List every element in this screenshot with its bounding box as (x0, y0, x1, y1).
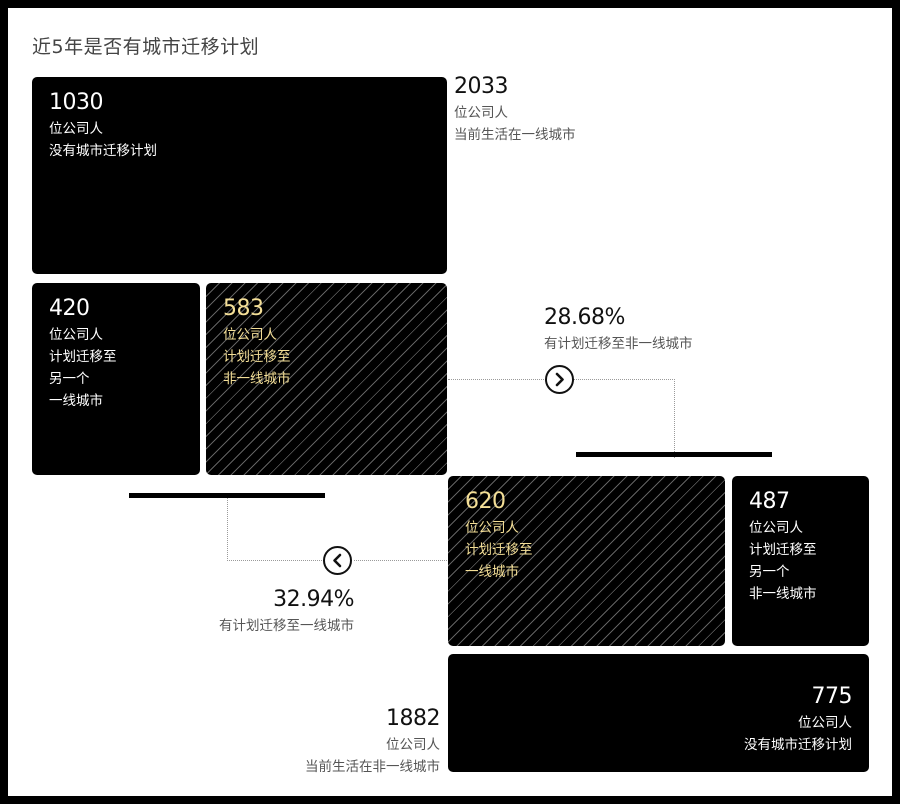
top-to-non-tier1-desc-2: 非一线城市 (223, 371, 291, 387)
bottom-no-plan-unit: 位公司人 (798, 715, 852, 731)
top-total-label: 2033 位公司人 当前生活在一线城市 (454, 74, 576, 146)
infographic-frame: 近5年是否有城市迁移计划 1030 位公司人 没有城市迁移计划 2033 位公司… (8, 8, 892, 796)
bottom-total-unit: 位公司人 (386, 737, 440, 753)
top-to-other-tier1-value: 420 (49, 296, 90, 321)
top-no-plan-value: 1030 (49, 90, 104, 115)
top-group-bar (129, 493, 325, 498)
chart-title: 近5年是否有城市迁移计划 (32, 36, 260, 58)
bottom-total-value: 1882 (386, 706, 441, 731)
top-to-non-tier1-value: 583 (223, 296, 264, 321)
top-no-plan-unit: 位公司人 (49, 121, 103, 137)
chevron-left-circle-icon (323, 546, 352, 575)
bottom-to-other-non-tier1-desc-3: 非一线城市 (749, 586, 817, 602)
bottom-no-plan-value: 775 (811, 684, 853, 709)
bottom-percent-label: 32.94% 有计划迁移至一线城市 (219, 587, 355, 637)
top-total-unit: 位公司人 (454, 105, 508, 121)
connector-line (448, 379, 544, 380)
top-to-other-tier1-desc-2: 另一个 (49, 371, 90, 387)
top-no-plan-desc: 没有城市迁移计划 (49, 143, 157, 159)
top-percent-value: 28.68% (544, 305, 625, 330)
bottom-group-bar (576, 452, 772, 457)
top-to-other-tier1-desc-3: 一线城市 (49, 393, 103, 409)
top-to-non-tier1-box: 583 位公司人 计划迁移至 非一线城市 (206, 283, 447, 475)
top-to-non-tier1-desc-1: 计划迁移至 (223, 349, 291, 365)
top-percent-label: 28.68% 有计划迁移至非一线城市 (544, 305, 693, 355)
bottom-to-other-non-tier1-desc-2: 另一个 (749, 564, 790, 580)
bottom-to-other-non-tier1-value: 487 (749, 489, 790, 514)
bottom-to-tier1-desc-1: 计划迁移至 (465, 542, 533, 558)
chevron-right-circle-icon (545, 365, 574, 394)
top-total-desc: 当前生活在一线城市 (454, 127, 576, 143)
bottom-to-other-non-tier1-desc-1: 计划迁移至 (749, 542, 817, 558)
top-to-other-tier1-box: 420 位公司人 计划迁移至 另一个 一线城市 (32, 283, 200, 475)
top-percent-desc: 有计划迁移至非一线城市 (544, 336, 693, 352)
bottom-to-other-non-tier1-unit: 位公司人 (749, 520, 803, 536)
top-no-plan-box: 1030 位公司人 没有城市迁移计划 (32, 77, 447, 274)
top-to-other-tier1-unit: 位公司人 (49, 327, 103, 343)
connector-line (227, 498, 326, 561)
bottom-to-tier1-unit: 位公司人 (465, 520, 519, 536)
top-to-other-tier1-desc-1: 计划迁移至 (49, 349, 117, 365)
bottom-to-tier1-value: 620 (465, 489, 506, 514)
bottom-to-tier1-desc-2: 一线城市 (465, 564, 519, 580)
connector-line (354, 560, 447, 561)
connector-line (574, 379, 675, 458)
top-to-non-tier1-unit: 位公司人 (223, 327, 277, 343)
bottom-no-plan-box: 775 位公司人 没有城市迁移计划 (448, 654, 869, 772)
bottom-percent-value: 32.94% (273, 587, 354, 612)
bottom-to-tier1-box: 620 位公司人 计划迁移至 一线城市 (448, 476, 725, 646)
bottom-to-other-non-tier1-box: 487 位公司人 计划迁移至 另一个 非一线城市 (732, 476, 869, 646)
bottom-total-desc: 当前生活在非一线城市 (305, 759, 440, 775)
bottom-percent-desc: 有计划迁移至一线城市 (219, 618, 354, 634)
bottom-total-label: 1882 位公司人 当前生活在非一线城市 (305, 706, 441, 778)
top-total-value: 2033 (454, 74, 508, 99)
bottom-no-plan-desc: 没有城市迁移计划 (744, 737, 852, 753)
